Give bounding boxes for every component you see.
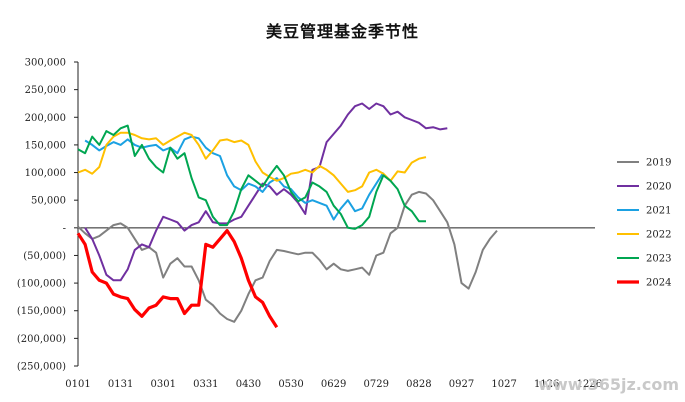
series-line-2023 [77, 124, 426, 230]
series-line-2019 [77, 190, 498, 323]
y-tick-label: (50,000) [23, 251, 66, 262]
legend-label-2022: 2022 [646, 230, 671, 241]
y-tick-label: (100,000) [17, 279, 66, 290]
x-tick-label: 0629 [321, 379, 346, 390]
legend-label-2021: 2021 [646, 206, 671, 217]
x-tick-label: 0927 [449, 379, 474, 390]
y-tick-label: 200,000 [25, 113, 66, 124]
series-line-2021 [84, 135, 385, 221]
y-axis-ticks: 300,000 250,000 200,000 150,000 100,000 50,00… [17, 58, 78, 373]
legend: 2019 2020 2021 2022 2023 2024 [617, 158, 671, 289]
x-tick-label: 0828 [406, 379, 431, 390]
y-tick-label: 250,000 [25, 85, 66, 96]
x-tick-label: 0131 [108, 379, 133, 390]
chart-title: 美豆管理基金季节性 [265, 22, 419, 41]
y-tick-label: (150,000) [17, 306, 66, 317]
legend-label-2024: 2024 [646, 278, 671, 289]
x-tick-label: 1027 [491, 379, 516, 390]
x-tick-label: 0729 [364, 379, 389, 390]
y-tick-label: (200,000) [17, 334, 66, 345]
series-line-2022 [77, 131, 427, 193]
y-tick-label: (250,000) [17, 362, 66, 373]
y-tick-label: 300,000 [25, 58, 66, 69]
x-axis-ticks: 0101 0131 0301 0331 0430 0530 0629 0729 0828 0927… [65, 379, 602, 390]
watermark: www.365jz.com [538, 375, 679, 394]
x-tick-label: 0331 [193, 379, 218, 390]
x-tick-label: 0430 [236, 379, 261, 390]
y-tick-label: - [63, 223, 66, 234]
legend-label-2019: 2019 [646, 158, 671, 169]
y-tick-label: 50,000 [31, 196, 66, 207]
x-tick-label: 1226 [577, 379, 602, 390]
x-tick-label: 1126 [534, 379, 559, 390]
legend-label-2023: 2023 [646, 254, 671, 265]
series-layer [76, 102, 498, 329]
series-line-2024 [76, 229, 279, 329]
series-line-2020 [84, 102, 448, 282]
y-tick-label: 150,000 [25, 140, 66, 151]
x-tick-label: 0301 [150, 379, 175, 390]
x-tick-label: 0101 [65, 379, 90, 390]
legend-label-2020: 2020 [646, 182, 671, 193]
y-tick-label: 100,000 [25, 168, 66, 179]
x-tick-label: 0530 [278, 379, 303, 390]
